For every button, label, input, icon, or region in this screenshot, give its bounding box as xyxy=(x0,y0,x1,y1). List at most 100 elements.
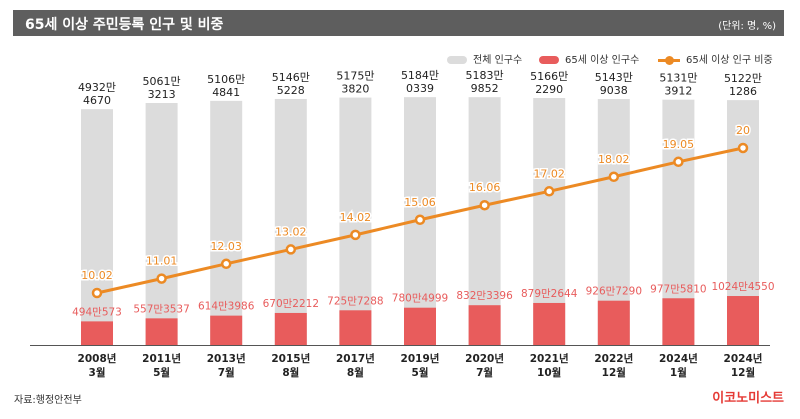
total-label: 3213 xyxy=(148,88,176,101)
elderly-bar xyxy=(81,321,113,345)
legend-elderly-swatch xyxy=(539,56,559,64)
elderly-bar xyxy=(727,296,759,345)
ratio-point xyxy=(543,186,555,197)
elderly-label: 494만573 xyxy=(72,306,122,318)
elderly-label: 832만3396 xyxy=(456,290,513,302)
ratio-label: 15.06 xyxy=(404,196,436,209)
total-label: 4841 xyxy=(212,86,240,99)
ratio-point xyxy=(220,258,232,270)
ratio-label: 16.06 xyxy=(469,181,501,194)
total-label: 0339 xyxy=(406,82,434,95)
total-bar xyxy=(210,100,243,346)
total-label: 1286 xyxy=(729,85,757,98)
elderly-bar xyxy=(145,318,178,345)
ratio-point xyxy=(608,171,620,183)
ratio-point xyxy=(285,244,297,255)
total-label: 2290 xyxy=(535,83,563,96)
ratio-label: 10.02 xyxy=(81,269,113,282)
elderly-bar xyxy=(339,310,372,345)
ratio-label: 17.02 xyxy=(533,167,565,180)
elderly-label: 557만3537 xyxy=(133,303,189,315)
total-label: 3912 xyxy=(664,85,692,98)
ratio-label: 13.02 xyxy=(275,225,307,238)
legend-ratio: 65세 이상 인구 비중 xyxy=(658,51,773,66)
legend-elderly: 65세 이상 인구수 xyxy=(539,51,639,66)
x-tick-label: 2024년 xyxy=(724,352,763,365)
total-label: 5183만 xyxy=(466,69,504,82)
total-bar xyxy=(81,109,113,346)
x-tick-label: 2024년 xyxy=(659,352,698,365)
elderly-label: 614만3986 xyxy=(198,301,255,313)
x-tick-label: 2008년 xyxy=(78,352,117,365)
legend-total-label: 전체 인구수 xyxy=(473,55,523,66)
total-label: 9038 xyxy=(600,84,628,97)
elderly-bar xyxy=(662,298,695,345)
total-bar xyxy=(274,98,307,345)
ratio-label: 14.02 xyxy=(340,211,372,224)
x-tick-label: 2011년 xyxy=(142,352,181,365)
total-label: 5131만 xyxy=(659,72,697,85)
x-tick-label: 5월 xyxy=(153,366,170,379)
ratio-point xyxy=(479,199,490,211)
ratio-point xyxy=(156,273,167,284)
ratio-point xyxy=(350,229,361,241)
legend-total-swatch xyxy=(447,56,467,64)
ratio-label: 12.03 xyxy=(210,240,242,253)
total-label: 5146만 xyxy=(272,71,310,84)
total-bar xyxy=(145,103,178,346)
total-label: 9852 xyxy=(471,82,499,95)
total-label: 5143만 xyxy=(595,71,633,84)
elderly-label: 879만2644 xyxy=(521,288,578,300)
x-tick-label: 2021년 xyxy=(530,352,569,365)
ratio-point xyxy=(737,142,749,154)
x-tick-label: 2015년 xyxy=(271,352,310,365)
total-bar xyxy=(468,97,501,346)
total-label: 5184만 xyxy=(401,69,439,82)
source-note: 자료:행정안전부 xyxy=(14,395,82,406)
ratio-point xyxy=(414,214,426,226)
ratio-point xyxy=(673,156,684,168)
x-tick-label: 5월 xyxy=(412,366,429,379)
total-label: 4932만 xyxy=(78,81,116,94)
total-label: 5061만 xyxy=(143,75,181,88)
total-label: 5122만 xyxy=(724,72,762,85)
legend-elderly-label: 65세 이상 인구수 xyxy=(565,55,640,66)
x-tick-label: 1월 xyxy=(670,366,687,379)
x-tick-label: 3월 xyxy=(89,366,106,379)
x-tick-label: 8월 xyxy=(347,366,364,379)
elderly-bar xyxy=(597,300,630,345)
elderly-bar xyxy=(404,307,436,345)
ratio-label: 11.01 xyxy=(146,255,178,268)
total-label: 4670 xyxy=(83,94,111,107)
elderly-label: 977만5810 xyxy=(650,283,706,295)
ratio-point xyxy=(91,287,103,299)
total-label: 3820 xyxy=(341,83,369,96)
elderly-label: 725만7288 xyxy=(327,295,383,307)
elderly-label: 780만4999 xyxy=(392,293,448,305)
legend-ratio-swatch xyxy=(658,55,680,65)
ratio-label: 20 xyxy=(736,124,750,137)
x-tick-label: 2013년 xyxy=(207,352,246,365)
ratio-label: 18.02 xyxy=(598,153,630,166)
x-tick-label: 12월 xyxy=(731,366,755,379)
legend-ratio-label: 65세 이상 인구 비중 xyxy=(686,55,773,66)
total-label: 5175만 xyxy=(336,70,374,83)
elderly-label: 1024만4550 xyxy=(711,281,774,293)
x-tick-label: 2019년 xyxy=(401,352,440,365)
unit-label: (단위: 명, %) xyxy=(718,21,776,32)
total-label: 5228 xyxy=(277,84,305,97)
elderly-label: 670만2212 xyxy=(263,298,319,310)
x-tick-label: 2017년 xyxy=(336,352,375,365)
publisher-logo: 이코노미스트 xyxy=(712,391,784,406)
ratio-label: 19.05 xyxy=(663,138,695,151)
x-tick-label: 12월 xyxy=(602,366,626,379)
elderly-bar xyxy=(533,302,566,345)
legend-total: 전체 인구수 xyxy=(447,51,522,66)
total-label: 5166만 xyxy=(530,70,568,83)
total-bar xyxy=(339,97,372,346)
x-tick-label: 2020년 xyxy=(465,352,504,365)
title-bar: 65세 이상 주민등록 인구 및 비중 (단위: 명, %) xyxy=(13,10,784,36)
elderly-bar xyxy=(274,312,307,345)
total-label: 5106만 xyxy=(207,73,245,86)
